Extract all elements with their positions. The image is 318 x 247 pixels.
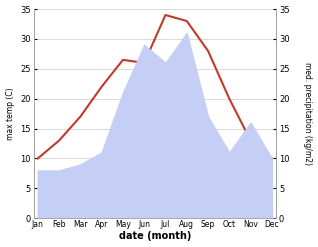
Y-axis label: max temp (C): max temp (C) [5,87,15,140]
Y-axis label: med. precipitation (kg/m2): med. precipitation (kg/m2) [303,62,313,165]
X-axis label: date (month): date (month) [119,231,191,242]
